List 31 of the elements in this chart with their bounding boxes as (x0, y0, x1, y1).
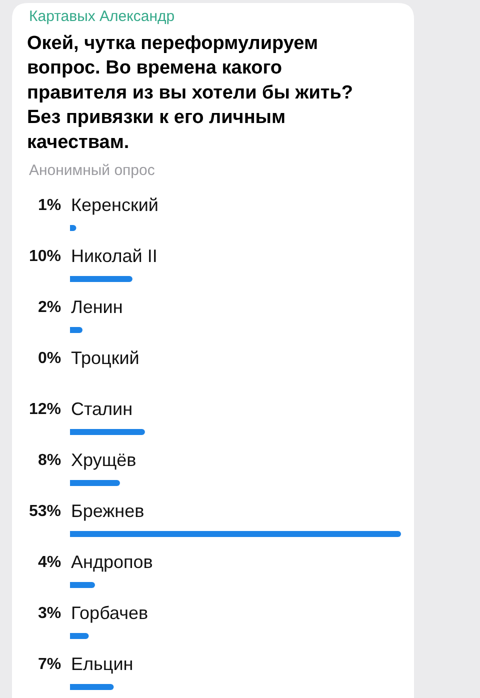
text: Картавых Александр (29, 8, 175, 25)
data-label: 3% (38, 605, 62, 622)
chart-title: Окей, чутка переформулируем вопрос. Во времена какого правителя из вы хотели бы жить? Без привязки к его личным качествам. (27, 33, 354, 153)
data-label: 1% (38, 197, 62, 214)
data-label: 53% (29, 503, 62, 520)
bar (70, 633, 89, 639)
y-tick-label: Андропов (71, 552, 153, 572)
data-label: 2% (38, 299, 62, 316)
data-label: 4% (38, 554, 62, 571)
data-label: 10% (29, 248, 62, 265)
y-tick-label: Сталин (71, 399, 133, 419)
bar (70, 429, 145, 435)
bar (70, 684, 114, 690)
bar (70, 582, 95, 588)
y-tick-label: Хрущёв (71, 450, 136, 470)
y-tick-label: Троцкий (71, 348, 140, 368)
bar (70, 480, 120, 486)
chart-subtitle: Анонимный опрос (29, 162, 156, 179)
data-label: 12% (29, 401, 62, 418)
y-tick-label: Ельцин (71, 654, 134, 674)
y-tick-label: Брежнев (71, 501, 144, 521)
y-tick-label: Горбачев (71, 603, 148, 623)
data-label: 8% (38, 452, 62, 469)
bar (70, 276, 132, 282)
bar (70, 327, 82, 333)
y-tick-label: Керенский (71, 195, 158, 215)
data-label: 7% (38, 656, 62, 673)
bar (70, 531, 401, 537)
y-tick-label: Николай II (71, 246, 158, 266)
y-tick-label: Ленин (71, 297, 123, 317)
data-label: 0% (38, 350, 62, 367)
